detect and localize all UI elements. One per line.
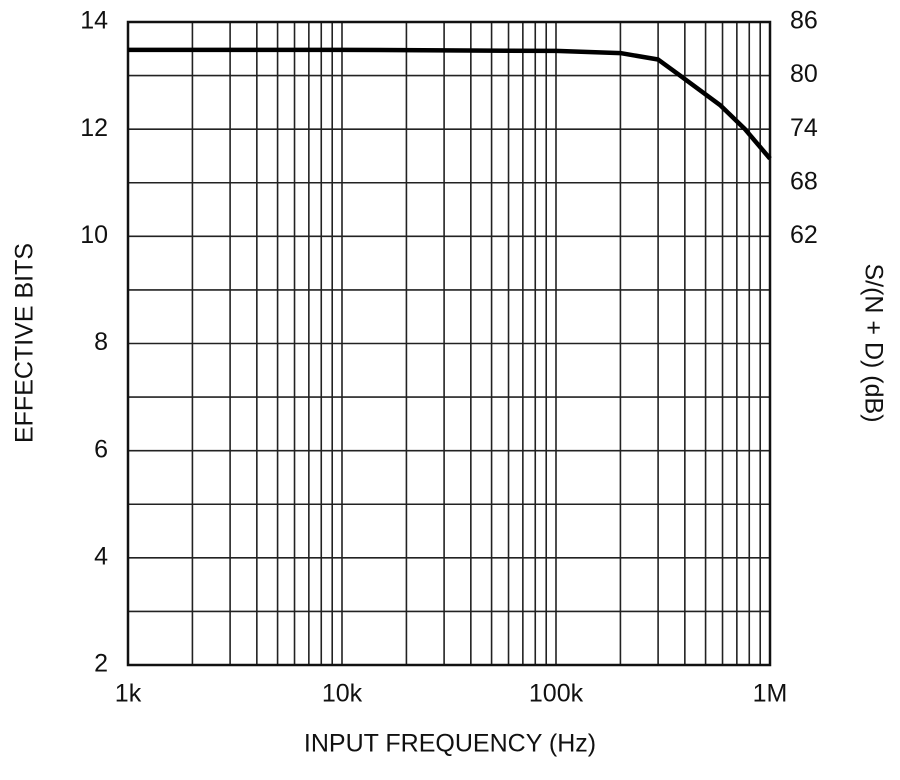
y-tick-label: 2: [94, 650, 108, 678]
y2-tick-label: 74: [790, 114, 818, 142]
y-tick-label: 12: [80, 114, 108, 142]
x-axis-title: INPUT FREQUENCY (Hz): [304, 730, 596, 758]
y-tick-label: 4: [94, 542, 108, 570]
y-tick-label: 14: [80, 7, 108, 35]
y-tick-label: 8: [94, 328, 108, 356]
y-tick-label: 6: [94, 435, 108, 463]
y-axis-title: EFFECTIVE BITS: [11, 243, 39, 443]
data-line: [128, 47, 772, 161]
x-tick-label: 100k: [529, 680, 584, 708]
y2-tick-label: 80: [790, 60, 818, 88]
y-tick-label: 10: [80, 221, 108, 249]
plot-frame: [126, 20, 772, 667]
x-tick-label: 1M: [753, 680, 788, 708]
y2-tick-label: 62: [790, 221, 818, 249]
y2-tick-label: 86: [790, 7, 818, 35]
x-tick-label: 1k: [115, 680, 142, 708]
x-tick-label: 10k: [322, 680, 363, 708]
y2-axis-title: S/(N + D) (dB): [859, 263, 887, 422]
y2-tick-label: 68: [790, 167, 818, 195]
